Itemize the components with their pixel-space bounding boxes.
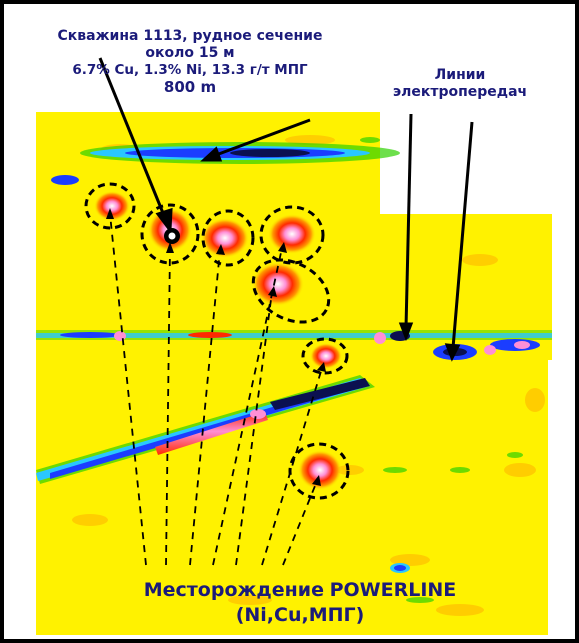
deposit-name: POWERLINE — [329, 579, 457, 601]
callout-arrows — [98, 57, 474, 362]
target-ellipse-1 — [84, 182, 136, 230]
target-ellipse-3 — [201, 209, 255, 267]
target-ellipse-7 — [288, 442, 350, 500]
target-ellipse-5 — [251, 258, 331, 324]
green-speckles — [360, 137, 523, 603]
target-ellipse-2 — [140, 203, 200, 265]
deposit-label-line-1: Месторождение POWERLINE — [110, 578, 490, 603]
well-label-line-2: около 15 м — [145, 45, 235, 61]
well-label: Скважина 1113, рудное сечение около 15 м… — [40, 28, 340, 96]
deposit-label-line-2: (Ni,Cu,МПГ) — [235, 604, 365, 626]
lower-blue-spot — [390, 563, 410, 573]
diagonal-magnetic-band — [36, 375, 375, 484]
upper-magnetic-low — [51, 142, 400, 185]
deposit-label: Месторождение POWERLINE (Ni,Cu,МПГ) — [110, 578, 490, 627]
drillhole-marker-icon — [164, 228, 180, 244]
deposit-word: Месторождение — [143, 579, 324, 601]
well-label-line-3: 6.7% Cu, 1.3% Ni, 13.3 г/т МПГ — [72, 62, 308, 78]
target-ellipse-4 — [259, 205, 325, 265]
powerlines-label-line-1: Линии — [434, 67, 486, 83]
conductive-anomalies — [94, 191, 342, 490]
powerlines-label-line-2: электропередач — [392, 84, 528, 100]
target-ellipse-6 — [301, 337, 349, 375]
well-label-line-1: Скважина 1113, рудное сечение — [57, 28, 323, 44]
powerlines-label: Линии электропередач — [390, 67, 530, 101]
survey-area — [36, 112, 552, 635]
deposit-leader-lines — [109, 213, 323, 566]
target-ellipses — [84, 182, 350, 500]
well-label-line-4: 800 m — [163, 78, 217, 96]
leader-arrowheads — [106, 208, 326, 486]
